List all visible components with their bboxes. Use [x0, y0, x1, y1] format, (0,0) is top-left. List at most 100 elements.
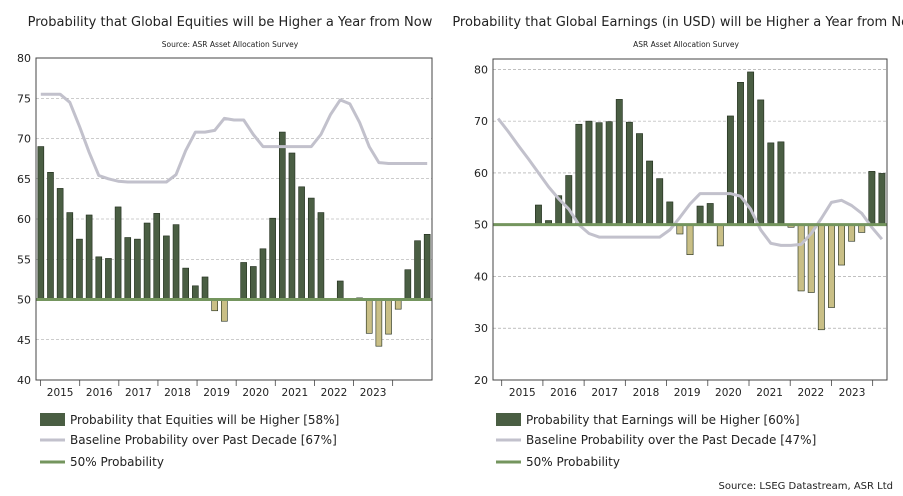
- x-tick-label: 2021: [281, 387, 308, 399]
- y-tick-label: 50: [17, 294, 31, 307]
- bar: [172, 224, 180, 300]
- bar: [535, 204, 542, 225]
- legend-swatch-equities-bar: [40, 413, 65, 426]
- bar: [565, 175, 573, 225]
- bar: [182, 267, 190, 300]
- x-tick-label: 2015: [509, 387, 536, 399]
- x-tick-label: 2017: [591, 387, 618, 399]
- legend-label-equities-bar: Probability that Equities will be Higher…: [70, 413, 339, 427]
- equities-y-axis-labels: 40 45 50 55 60 65 70 75 80: [17, 52, 31, 387]
- x-tick-label: 2023: [360, 387, 387, 399]
- bar: [696, 205, 704, 225]
- bar: [66, 212, 74, 300]
- earnings-plot-frame: [492, 58, 888, 381]
- equities-plot-frame: [35, 57, 433, 381]
- bar: [192, 285, 199, 300]
- earnings-chart-subtitle: ASR Asset Allocation Survey: [633, 40, 739, 49]
- y-tick-label: 70: [17, 133, 31, 146]
- bar: [757, 99, 765, 225]
- bar: [76, 238, 83, 300]
- bar: [105, 258, 112, 300]
- source-note: Source: LSEG Datastream, ASR Ltd: [719, 481, 894, 492]
- x-tick-label: 2021: [756, 387, 783, 399]
- bar: [716, 224, 724, 247]
- bar: [605, 121, 613, 225]
- bar: [414, 240, 421, 300]
- bar: [37, 146, 45, 300]
- bar: [656, 178, 664, 225]
- y-tick-label: 40: [474, 270, 488, 283]
- bar: [153, 213, 161, 300]
- bar: [817, 224, 825, 331]
- x-tick-label: 2019: [203, 387, 230, 399]
- bar: [278, 131, 286, 300]
- equities-gridlines: [36, 57, 432, 341]
- bar: [240, 262, 247, 300]
- bar: [404, 269, 412, 300]
- bar: [201, 276, 209, 300]
- bar: [288, 152, 296, 300]
- legend-swatch-earnings-bar: [496, 413, 521, 426]
- bar: [878, 173, 886, 225]
- bar: [706, 203, 714, 225]
- bar: [828, 224, 835, 308]
- bar: [848, 224, 856, 242]
- equities-chart-title: Probability that Global Equities will be…: [28, 15, 433, 30]
- equities-legend: Probability that Equities will be Higher…: [40, 413, 339, 469]
- y-tick-label: 60: [17, 213, 31, 226]
- bar: [625, 121, 633, 225]
- bar: [143, 222, 151, 300]
- bar: [259, 248, 267, 300]
- equities-x-axis: 2015 2016 2017 2018 2019 2020 2021 2022 2023: [40, 380, 394, 399]
- legend-label-equities-baseline: Baseline Probability over Past Decade [6…: [70, 433, 337, 447]
- bar: [47, 172, 54, 300]
- bar: [269, 217, 276, 300]
- equities-bars: [37, 131, 431, 347]
- bar: [211, 299, 218, 312]
- bar: [747, 71, 755, 225]
- bar: [365, 299, 373, 334]
- bar: [56, 188, 64, 300]
- bar: [163, 235, 170, 300]
- x-tick-label: 2017: [125, 387, 152, 399]
- x-tick-label: 2020: [715, 387, 742, 399]
- bar: [134, 238, 141, 300]
- x-tick-label: 2018: [633, 387, 660, 399]
- bar: [686, 224, 694, 256]
- bar: [726, 115, 734, 225]
- x-tick-label: 2018: [164, 387, 191, 399]
- bar: [797, 224, 805, 292]
- bar: [636, 133, 643, 225]
- x-tick-label: 2023: [839, 387, 866, 399]
- earnings-gridlines: [493, 69, 887, 329]
- bar: [868, 171, 876, 225]
- bar: [298, 186, 305, 300]
- y-tick-label: 20: [474, 374, 488, 387]
- y-tick-label: 70: [474, 115, 488, 128]
- y-tick-label: 80: [474, 63, 488, 76]
- legend-label-earnings-baseline: Baseline Probability over the Past Decad…: [526, 433, 816, 447]
- earnings-chart-title: Probability that Global Earnings (in USD…: [452, 15, 903, 30]
- bar: [838, 224, 845, 266]
- x-tick-label: 2015: [47, 387, 74, 399]
- bar: [336, 280, 344, 300]
- earnings-x-axis: 2015 2016 2017 2018 2019 2020 2021 2022 2023: [501, 380, 874, 399]
- x-tick-label: 2016: [86, 387, 113, 399]
- bar: [317, 212, 325, 300]
- bar: [585, 120, 593, 225]
- y-tick-label: 40: [17, 374, 31, 387]
- bar: [666, 201, 674, 225]
- earnings-bars: [535, 71, 886, 331]
- bar: [595, 122, 603, 225]
- x-tick-label: 2019: [674, 387, 701, 399]
- bar: [85, 214, 93, 300]
- x-tick-label: 2022: [797, 387, 824, 399]
- bar: [221, 299, 228, 322]
- earnings-chart: Probability that Global Earnings (in USD…: [452, 15, 903, 469]
- y-tick-label: 50: [474, 219, 488, 232]
- y-tick-label: 80: [17, 52, 31, 65]
- legend-label-earnings-bar: Probability that Earnings will be Higher…: [526, 413, 800, 427]
- y-tick-label: 65: [17, 173, 31, 186]
- bar: [124, 237, 132, 300]
